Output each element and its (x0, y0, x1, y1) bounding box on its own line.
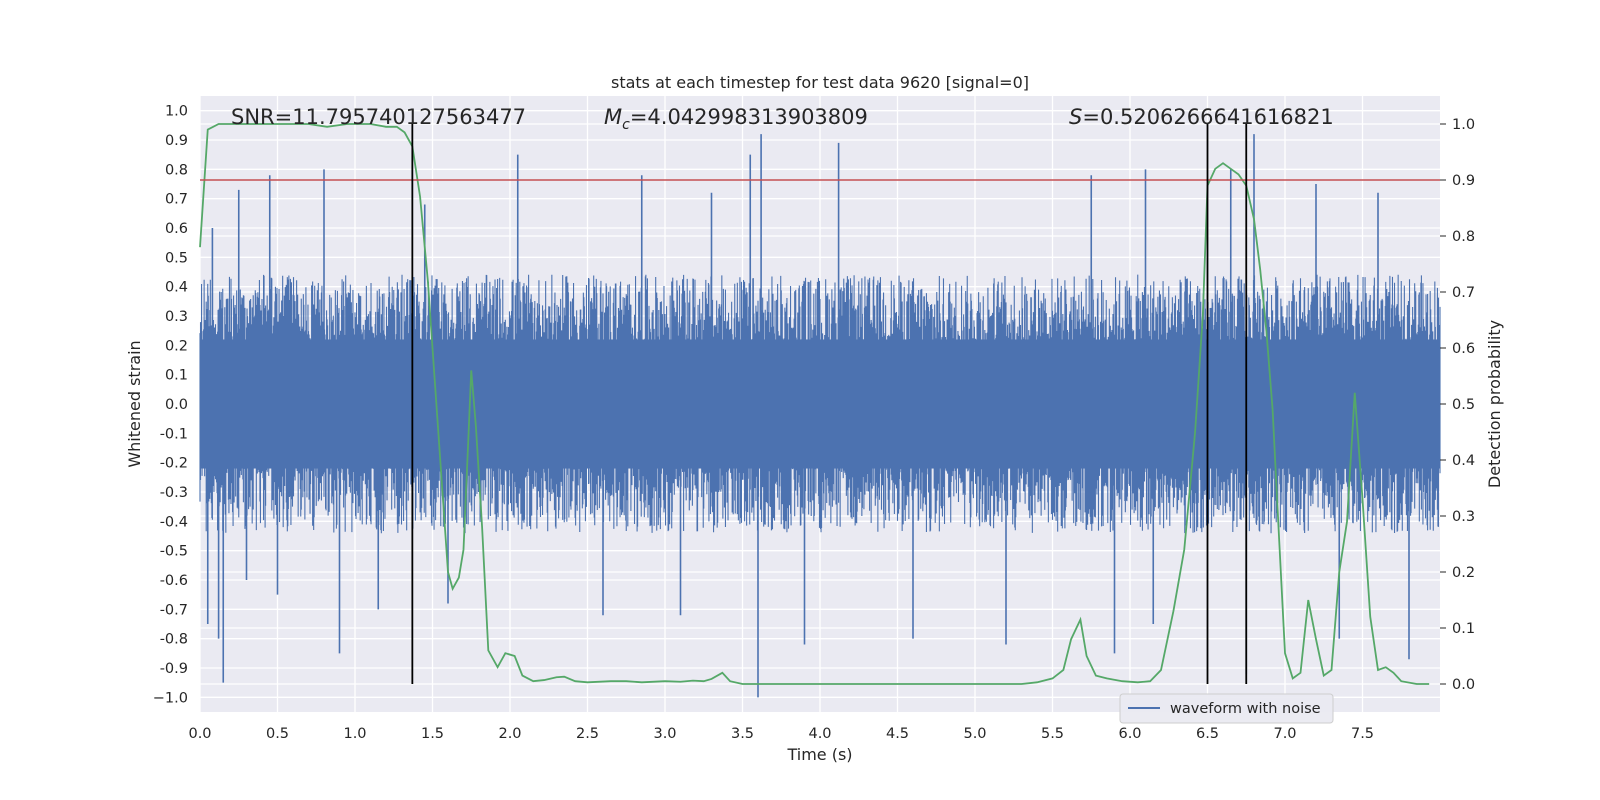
x-tick-label: 6.0 (1118, 726, 1141, 742)
y-tick-label: 0.0 (165, 397, 188, 413)
legend-box (1119, 693, 1334, 724)
s-annotation: S=0.5206266641616821 (1069, 105, 1334, 129)
ticks: 0.0 0.5 1.0 1.5 2.0 2.5 3.0 3.5 4.0 4.5 5.0 5.5 6.0 6… (153, 104, 1475, 742)
x-tick-label: 0.5 (266, 726, 289, 742)
x-tick-label: 6.5 (1196, 726, 1219, 742)
probability-line (199, 123, 1430, 685)
y2-tick-label: 0.6 (1452, 341, 1475, 357)
y-tick-label: -0.5 (160, 544, 188, 560)
y2-tick-label: 0.3 (1452, 509, 1475, 525)
y-tick-label: 0.3 (165, 309, 188, 325)
waveform-series (199, 134, 1441, 698)
x-tick-label: 3.0 (653, 726, 676, 742)
x-tick-label: 4.5 (886, 726, 909, 742)
y2-tick-label: 0.0 (1452, 677, 1475, 693)
y-tick-label: -0.2 (160, 456, 188, 472)
y-tick-label: -0.8 (160, 632, 188, 648)
y-tick-label: -0.4 (160, 514, 188, 530)
y2-tick-label: 1.0 (1452, 117, 1475, 133)
y-tick-label: 0.6 (165, 221, 188, 237)
y-tick-label: 0.5 (165, 250, 188, 266)
y-tick-label: -0.1 (160, 426, 188, 442)
reference-lines (200, 124, 1440, 684)
x-tick-label: 0.0 (188, 726, 211, 742)
y2-tick-label: 0.5 (1452, 397, 1475, 413)
snr-annotation: SNR=11.795740127563477 (231, 105, 526, 129)
y2-tick-label: 0.8 (1452, 229, 1475, 245)
y-tick-label: -0.9 (160, 661, 188, 677)
x-axis-label: Time (s) (786, 745, 852, 764)
x-tick-label: 7.5 (1351, 726, 1374, 742)
y-tick-label: -0.6 (160, 573, 188, 589)
y2-tick-label: 0.7 (1452, 285, 1475, 301)
y2-tick-label: 0.1 (1452, 621, 1475, 637)
x-tick-label: 7.0 (1273, 726, 1296, 742)
y-tick-label: 0.8 (165, 162, 188, 178)
y-tick-label: 0.4 (165, 280, 188, 296)
chirp-mass-annotation: Mc=4.042998313903809 (604, 105, 868, 133)
y-tick-label: -0.7 (160, 602, 188, 618)
y2-tick-label: 0.4 (1452, 453, 1475, 469)
y2-axis-label: Detection probability (1485, 320, 1504, 488)
y-tick-label: 0.9 (165, 133, 188, 149)
x-tick-label: 4.0 (808, 726, 831, 742)
y-axis-label: Whitened strain (125, 340, 144, 467)
x-tick-label: 5.0 (963, 726, 986, 742)
y-tick-label: 1.0 (165, 104, 188, 120)
x-tick-label: 1.5 (421, 726, 444, 742)
y-tick-label: 0.7 (165, 192, 188, 208)
probability-series (199, 123, 1430, 685)
x-tick-label: 5.5 (1041, 726, 1064, 742)
x-tick-label: 3.5 (731, 726, 754, 742)
x-tick-label: 1.0 (343, 726, 366, 742)
legend-label: waveform with noise (1170, 701, 1321, 717)
legend: waveform with noise (1119, 693, 1334, 724)
y2-tick-label: 0.2 (1452, 565, 1475, 581)
y-tick-label: −1.0 (153, 690, 188, 706)
y-tick-label: -0.3 (160, 485, 188, 501)
y-tick-label: 0.1 (165, 368, 188, 384)
y2-tick-label: 0.9 (1452, 173, 1475, 189)
x-tick-label: 2.0 (498, 726, 521, 742)
chart-title: stats at each timestep for test data 962… (611, 73, 1029, 92)
waveform-core (200, 339, 1440, 469)
x-tick-label: 2.5 (576, 726, 599, 742)
y-tick-label: 0.2 (165, 338, 188, 354)
